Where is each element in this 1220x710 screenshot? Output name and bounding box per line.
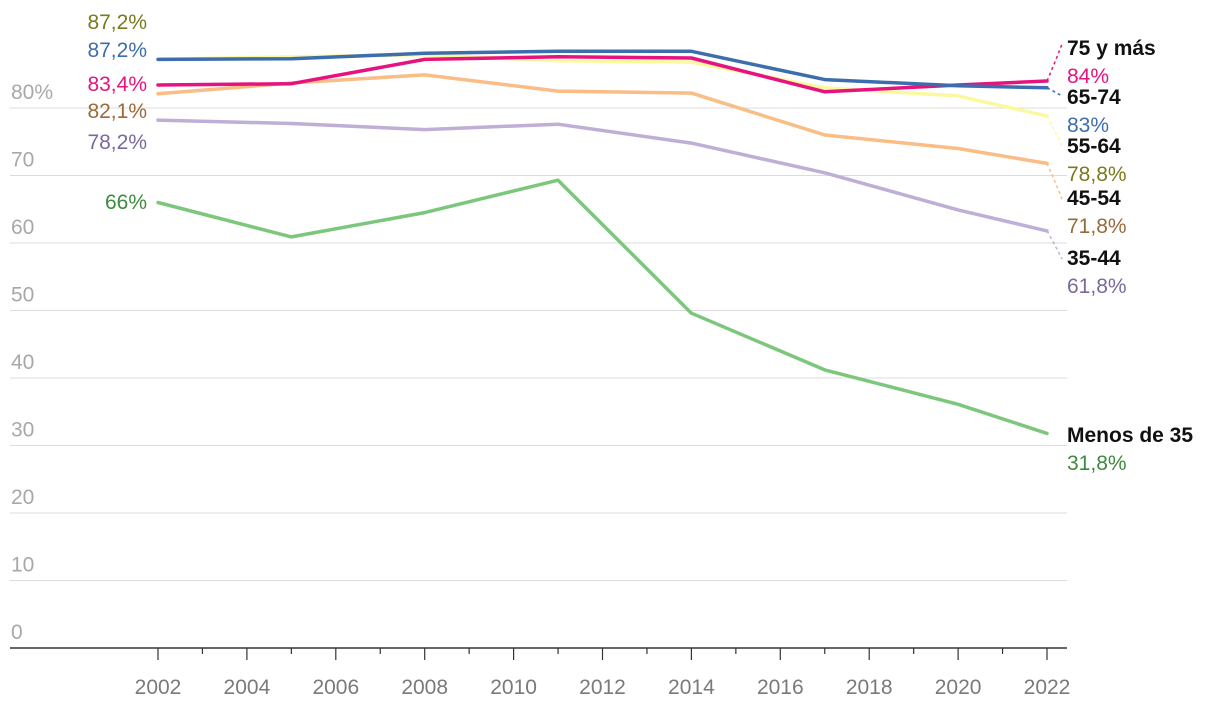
leader-line-35-44 bbox=[1046, 230, 1063, 260]
series-name-label-65-74: 65-74 bbox=[1067, 86, 1121, 109]
y-tick-label: 70 bbox=[11, 149, 34, 172]
x-tick-label: 2016 bbox=[757, 676, 804, 699]
series-lines bbox=[156, 49, 1049, 436]
y-tick-label: 80% bbox=[11, 81, 53, 104]
leader-line-75-y-más bbox=[1046, 43, 1063, 82]
end-value-label-75-y-más: 84% bbox=[1067, 65, 1109, 88]
x-tick-label: 2014 bbox=[668, 676, 715, 699]
end-value-label-65-74: 83% bbox=[1067, 114, 1109, 137]
series-line-45-54 bbox=[156, 73, 1049, 166]
leader-line-65-74 bbox=[1046, 87, 1063, 97]
end-value-label-55-64: 78,8% bbox=[1067, 163, 1127, 186]
leader-line-55-64 bbox=[1046, 115, 1063, 147]
series-line-menos-de-35 bbox=[156, 178, 1049, 436]
x-tick-label: 2018 bbox=[846, 676, 893, 699]
series-name-label-35-44: 35-44 bbox=[1067, 247, 1121, 270]
x-axis: 2002 2004 2006 2008 2010 2012 2014 2016 2018 2020… bbox=[10, 647, 1071, 699]
y-tick-label: 30 bbox=[11, 419, 34, 442]
x-tick-label: 2010 bbox=[490, 676, 537, 699]
start-value-label-45-54: 82,1% bbox=[87, 100, 147, 123]
series-line-35-44 bbox=[156, 118, 1049, 233]
label-leaders bbox=[1046, 43, 1063, 260]
x-tick-label: 2022 bbox=[1024, 676, 1071, 699]
series-labels: 66% Menos de 35 31,8% 78,2% 35-44 61,8% 82,1% 4… bbox=[87, 11, 1193, 475]
x-tick-label: 2004 bbox=[224, 676, 271, 699]
x-tick-label: 2002 bbox=[135, 676, 182, 699]
series-line-65-74 bbox=[156, 49, 1049, 90]
end-value-label-45-54: 71,8% bbox=[1067, 215, 1127, 238]
y-tick-label: 0 bbox=[11, 621, 23, 644]
end-value-label-menos-de-35: 31,8% bbox=[1067, 452, 1127, 475]
series-name-label-75-y-más: 75 y más bbox=[1067, 37, 1156, 60]
y-tick-label: 60 bbox=[11, 216, 34, 239]
gridlines bbox=[10, 107, 1067, 581]
x-tick-label: 2008 bbox=[401, 676, 448, 699]
y-tick-label: 10 bbox=[11, 554, 34, 577]
start-value-label-menos-de-35: 66% bbox=[105, 191, 147, 214]
series-name-label-menos-de-35: Menos de 35 bbox=[1067, 424, 1193, 447]
y-tick-label: 40 bbox=[11, 351, 34, 374]
start-value-label-35-44: 78,2% bbox=[87, 131, 147, 154]
series-name-label-45-54: 45-54 bbox=[1067, 187, 1121, 210]
start-value-label-65-74: 87,2% bbox=[87, 39, 147, 62]
x-tick-label: 2006 bbox=[312, 676, 359, 699]
start-value-label-55-64: 87,2% bbox=[87, 11, 147, 34]
x-tick-label: 2012 bbox=[579, 676, 626, 699]
leader-line-45-54 bbox=[1046, 163, 1063, 200]
x-tick-label: 2020 bbox=[935, 676, 982, 699]
y-tick-label: 20 bbox=[11, 486, 34, 509]
y-axis-ticks: 0 10 20 30 40 50 60 70 80% bbox=[11, 81, 53, 644]
end-value-label-35-44: 61,8% bbox=[1067, 275, 1127, 298]
series-name-label-55-64: 55-64 bbox=[1067, 135, 1121, 158]
y-tick-label: 50 bbox=[11, 284, 34, 307]
start-value-label-75-y-más: 83,4% bbox=[87, 73, 147, 96]
